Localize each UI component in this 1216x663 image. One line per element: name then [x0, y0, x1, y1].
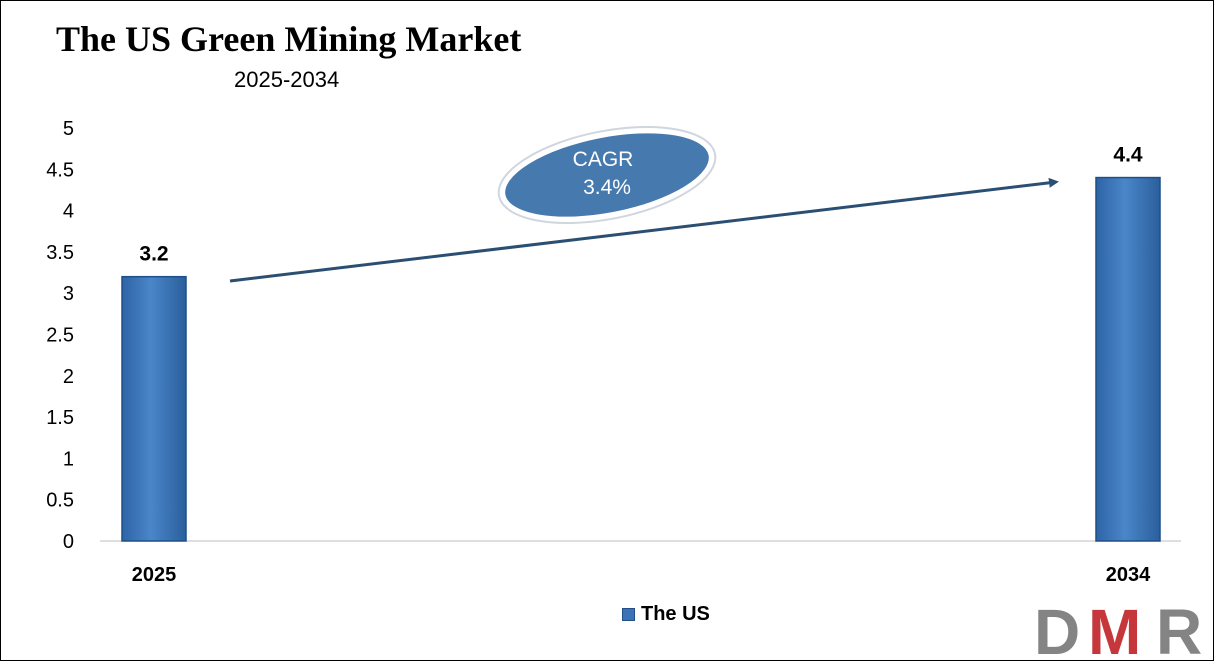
cagr-ellipse — [500, 128, 714, 222]
cagr-annotation: CAGR 3.4% — [497, 125, 717, 225]
y-axis: 0 0.5 1 1.5 2 2.5 3 3.5 4 4.5 5 — [46, 118, 74, 553]
x-tick-label-2034: 2034 — [1106, 564, 1151, 586]
y-tick-label: 0 — [63, 531, 74, 553]
logo-d: D — [1034, 596, 1080, 658]
cagr-arrow — [229, 177, 1059, 283]
chart-subtitle: 2025-2034 — [234, 67, 340, 92]
y-tick-label: 3.5 — [46, 242, 74, 264]
data-label-2025: 3.2 — [139, 243, 168, 266]
legend-label: The US — [641, 603, 710, 625]
y-tick-label: 2.5 — [46, 325, 74, 347]
y-tick-label: 4 — [63, 201, 74, 223]
y-tick-label: 1 — [63, 448, 74, 470]
y-tick-label: 2 — [63, 366, 74, 388]
y-tick-label: 4.5 — [46, 159, 74, 181]
logo-m: M — [1088, 596, 1141, 658]
bar-2034 — [1095, 176, 1161, 542]
data-label-2034: 4.4 — [1113, 144, 1143, 167]
y-tick-label: 3 — [63, 283, 74, 305]
legend: The US — [622, 603, 710, 626]
x-axis: 2025 2034 — [132, 564, 1151, 586]
y-tick-label: 5 — [63, 118, 74, 140]
cagr-ellipse-outline — [497, 125, 717, 225]
cagr-value: 3.4% — [583, 176, 631, 199]
bars: 3.2 4.4 — [121, 144, 1161, 542]
dmr-logo: D M R — [1034, 596, 1202, 658]
chart-title: The US Green Mining Market — [56, 19, 522, 59]
legend-swatch — [622, 608, 635, 621]
y-tick-label: 0.5 — [46, 490, 74, 512]
cagr-label: CAGR — [573, 148, 634, 171]
bar-2025 — [121, 275, 187, 542]
logo-r: R — [1156, 596, 1202, 658]
y-tick-label: 1.5 — [46, 407, 74, 429]
x-tick-label-2025: 2025 — [132, 564, 177, 586]
